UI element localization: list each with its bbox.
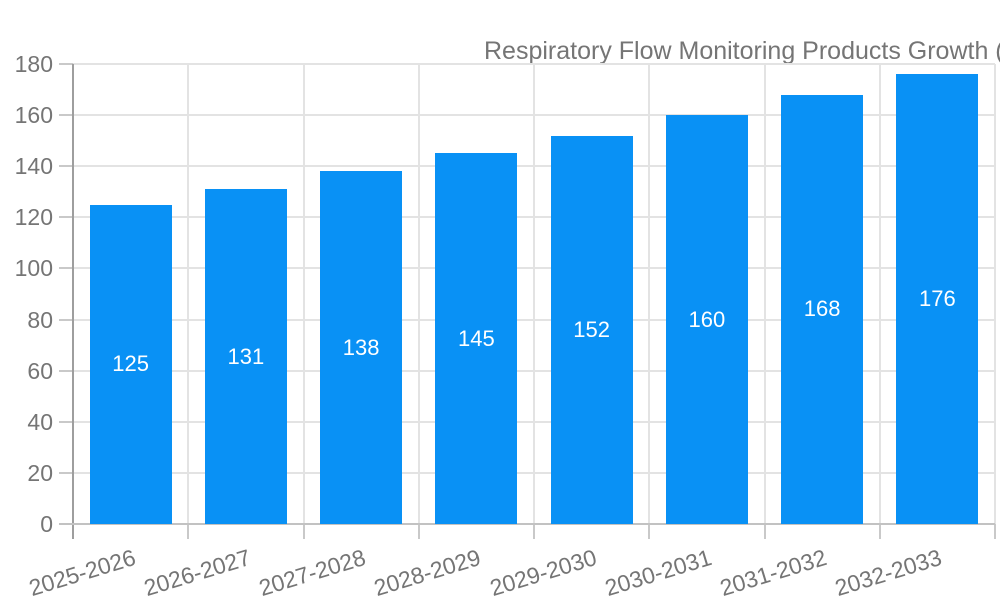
x-axis-category-label: 2030-2031 — [601, 544, 715, 600]
y-axis-tick-label: 20 — [27, 459, 53, 486]
bar-value-label: 176 — [919, 286, 956, 312]
bar[interactable] — [204, 189, 287, 524]
y-axis-tick-label: 60 — [27, 357, 53, 384]
bar[interactable] — [89, 204, 172, 524]
bar-value-label: 125 — [112, 351, 149, 377]
x-axis-category-label: 2032-2033 — [832, 544, 945, 600]
bar-value-label: 152 — [573, 316, 610, 342]
y-axis-tick — [59, 420, 73, 423]
bar-value-label: 145 — [458, 325, 495, 351]
bar-value-label: 160 — [688, 306, 726, 332]
y-axis-tick — [59, 114, 73, 117]
y-axis-tick-label: 40 — [27, 408, 53, 435]
x-axis-tick — [763, 524, 766, 539]
gridline-vertical — [648, 64, 651, 524]
x-axis-category-label: 2028-2029 — [371, 544, 484, 600]
bar[interactable] — [896, 74, 979, 524]
gridline-vertical — [763, 64, 766, 524]
y-axis-tick — [59, 165, 73, 168]
y-axis-tick-label: 100 — [14, 255, 53, 282]
y-axis-tick-label: 160 — [14, 102, 53, 129]
bar-value-label: 131 — [227, 343, 265, 369]
x-axis-category-label: 2031-2032 — [716, 544, 830, 600]
x-axis-tick — [878, 524, 881, 539]
x-axis-category-label: 2027-2028 — [255, 544, 369, 600]
x-axis-baseline — [59, 523, 995, 525]
legend-label: Respiratory Flow Monitoring Products Gro… — [484, 37, 1000, 65]
gridline-vertical — [417, 64, 420, 524]
gridline-vertical — [302, 64, 305, 524]
y-axis-tick — [59, 318, 73, 321]
x-axis-tick — [417, 524, 420, 539]
bar[interactable] — [781, 94, 864, 524]
y-axis-tick-label: 120 — [14, 204, 53, 231]
gridline-vertical — [994, 64, 996, 524]
y-axis-tick — [59, 63, 73, 65]
gridline-vertical — [533, 64, 535, 524]
x-axis-category-label: 2029-2030 — [486, 544, 600, 600]
x-axis-category-label: 2025-2026 — [25, 544, 139, 600]
y-axis-tick-label: 140 — [14, 153, 53, 180]
bar[interactable] — [320, 171, 403, 524]
bar[interactable] — [665, 115, 748, 524]
bar[interactable] — [550, 135, 633, 524]
bar-value-label: 138 — [342, 334, 380, 360]
x-axis-tick — [302, 524, 305, 539]
x-axis-tick — [994, 524, 996, 539]
x-axis-category-label: 2026-2027 — [140, 544, 254, 600]
y-axis-tick — [59, 471, 73, 474]
y-axis-line — [72, 64, 74, 539]
x-axis-tick — [648, 524, 651, 539]
bar[interactable] — [435, 153, 518, 524]
y-axis-tick — [59, 369, 73, 372]
gridline-vertical — [878, 64, 881, 524]
y-axis-tick — [59, 267, 73, 270]
y-axis-tick-label: 180 — [14, 51, 53, 77]
bar-value-label: 168 — [803, 296, 841, 322]
y-axis-tick — [59, 216, 73, 219]
y-axis-tick-label: 80 — [27, 306, 53, 333]
x-axis-tick — [187, 524, 190, 539]
x-axis-tick — [533, 524, 535, 539]
y-axis-tick-label: 0 — [40, 511, 53, 537]
gridline-vertical — [187, 64, 190, 524]
